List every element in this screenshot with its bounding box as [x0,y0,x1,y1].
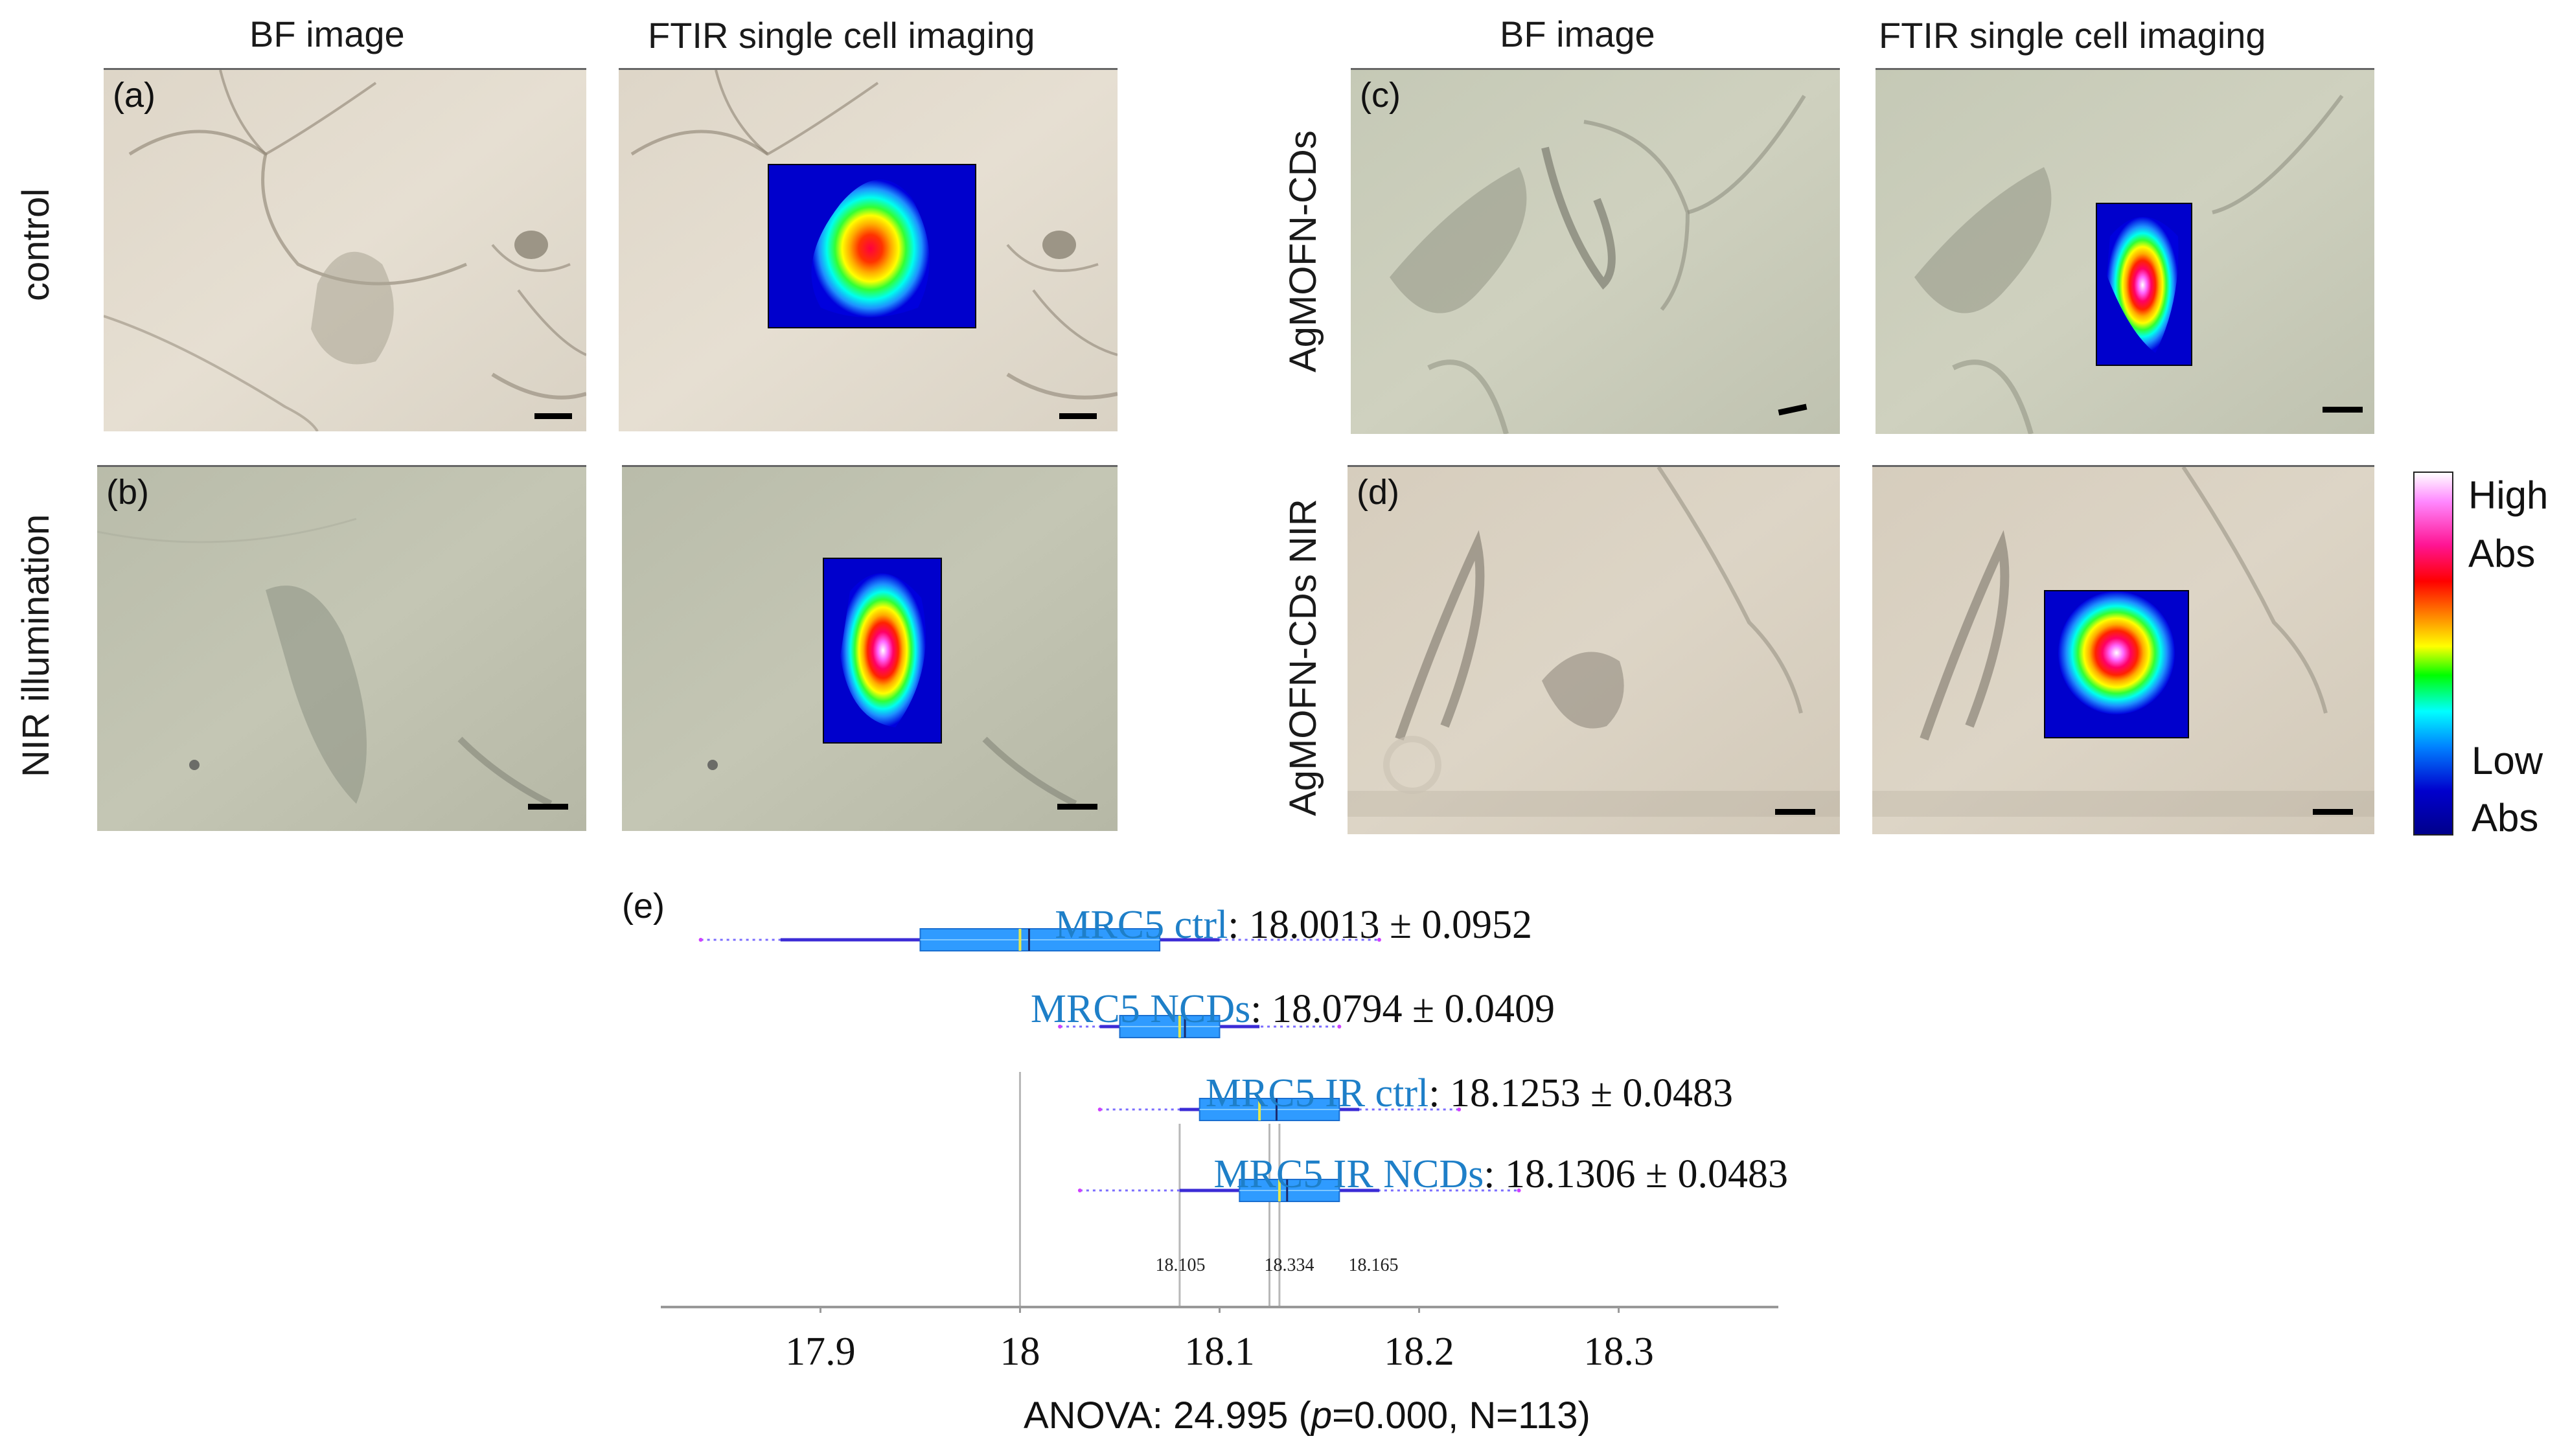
scale-bar [1057,804,1097,810]
x-tick-label: 18 [1000,1330,1040,1374]
row-label-control: control [15,188,57,301]
series-name: MRC5 IR NCDs [1213,1152,1484,1196]
x-axis-label: ANOVA: 24.995 (p=0.000, N=113) [1024,1394,1590,1437]
series-stat-value: : 18.1253 ± 0.0483 [1428,1071,1733,1115]
scale-bar [528,804,568,810]
box-annotation: 18.334 [1265,1255,1314,1275]
series-stat-label: MRC5 ctrl: 18.0013 ± 0.0952 [1055,903,1532,947]
colorbar-label-low: Low [2472,739,2543,782]
header-ftir-right: FTIR single cell imaging [1879,15,2266,56]
panel-d-ftir-image [1872,465,2374,834]
row-label-nir-illumination: NIR illumination [15,514,57,777]
ftir-heatmap [2096,203,2192,366]
whisker-end [1058,1025,1062,1029]
whisker-end [1377,938,1381,942]
scale-bar [1775,809,1815,815]
series-stat-value: : 18.0794 ± 0.0409 [1250,987,1555,1031]
x-tick-label: 18.3 [1583,1330,1654,1374]
series-stat-label: MRC5 IR ctrl: 18.1253 ± 0.0483 [1206,1071,1733,1115]
x-tick-label: 17.9 [785,1330,856,1374]
ftir-heatmap [823,558,942,744]
scale-bar [534,413,572,419]
colorbar-label-high: High [2468,473,2549,517]
header-bf-image-right: BF image [1500,14,1655,54]
series-name: MRC5 IR ctrl [1206,1071,1428,1115]
panel-label-b: (b) [106,473,149,512]
row-label-agmofn-cds-nir: AgMOFN-CDs NIR [1282,499,1324,816]
ftir-heatmap [2044,590,2189,738]
panel-label-d: (d) [1357,473,1399,512]
panel-b-bf-image: (b) [97,465,586,831]
whisker-end [1457,1108,1462,1111]
whisker-end [1077,1189,1082,1192]
header-bf-image-left: BF image [249,14,405,54]
panel-d-bf-image: (d) [1348,465,1840,834]
x-tick-label: 18.2 [1384,1330,1454,1374]
panel-a-bf-image: (a) [104,68,586,431]
panel-label-e: (e) [622,887,665,926]
panel-label-c: (c) [1360,76,1401,115]
series-name: MRC5 ctrl [1055,903,1228,947]
series-stat-value: : 18.0013 ± 0.0952 [1228,903,1532,947]
series-stat-label: MRC5 NCDs: 18.0794 ± 0.0409 [1031,987,1555,1031]
header-ftir-left: FTIR single cell imaging [648,15,1035,56]
colorbar-label-abs-bottom: Abs [2472,796,2539,839]
colorbar-label-abs-top: Abs [2468,532,2536,575]
ftir-heatmap [768,164,976,328]
panel-a-ftir-image [619,68,1118,431]
scale-bar [1059,413,1097,419]
panel-c-ftir-image [1876,68,2374,434]
panel-b-ftir-image [622,465,1118,831]
panel-c-bf-image: (c) [1351,68,1840,434]
scale-bar [2313,809,2353,815]
series-stat-value: : 18.1306 ± 0.0483 [1484,1152,1788,1196]
panel-label-a: (a) [113,76,155,115]
row-label-agmofn-cds: AgMOFN-CDs [1282,130,1324,372]
colorbar [2413,472,2453,836]
whisker-end [1517,1189,1521,1192]
whisker-end [1337,1025,1342,1029]
series-name: MRC5 NCDs [1031,987,1250,1031]
series-stat-label: MRC5 IR NCDs: 18.1306 ± 0.0483 [1213,1152,1788,1196]
whisker-end [1097,1108,1102,1111]
box-annotation: 18.165 [1349,1255,1399,1275]
whisker-end [698,938,703,942]
x-tick-label: 18.1 [1184,1330,1255,1374]
box-annotation: 18.105 [1156,1255,1206,1275]
scale-bar [2323,407,2363,413]
